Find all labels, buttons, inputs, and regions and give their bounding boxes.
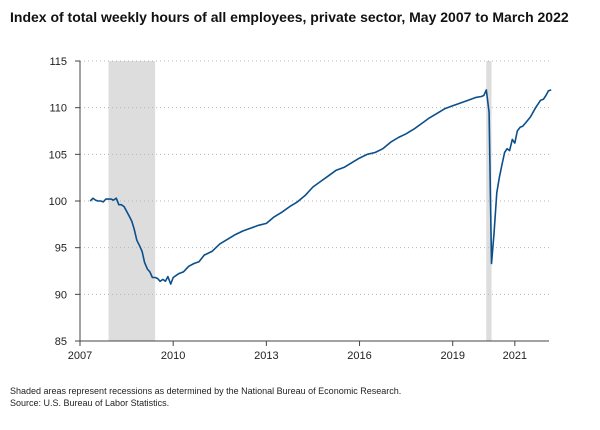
source-note: Source: U.S. Bureau of Labor Statistics. <box>10 398 170 408</box>
x-tick-label: 2019 <box>440 350 464 362</box>
x-tick-label: 2013 <box>254 350 278 362</box>
y-tick-label: 100 <box>49 196 67 208</box>
chart-title: Index of total weekly hours of all emplo… <box>10 9 569 25</box>
recession-note: Shaded areas represent recessions as det… <box>10 386 402 396</box>
x-tick-label: 2007 <box>68 350 92 362</box>
y-tick-labels: 85 90 95 100 105 110 115 <box>49 56 67 348</box>
series-line <box>89 89 552 285</box>
y-tick-label: 115 <box>49 56 67 68</box>
footnotes: Shaded areas represent recessions as det… <box>10 385 401 409</box>
y-tick-label: 105 <box>49 149 67 161</box>
axes <box>75 60 549 346</box>
x-tick-labels: 2007 2010 2013 2016 2019 2021 <box>68 350 527 362</box>
x-tick-label: 2016 <box>347 350 371 362</box>
y-tick-label: 85 <box>55 336 67 348</box>
x-tick-label: 2021 <box>503 350 527 362</box>
series-layer <box>89 89 552 285</box>
y-tick-label: 110 <box>49 103 67 115</box>
y-tick-label: 90 <box>55 289 67 301</box>
y-tick-label: 95 <box>55 243 67 255</box>
x-tick-label: 2010 <box>161 350 185 362</box>
